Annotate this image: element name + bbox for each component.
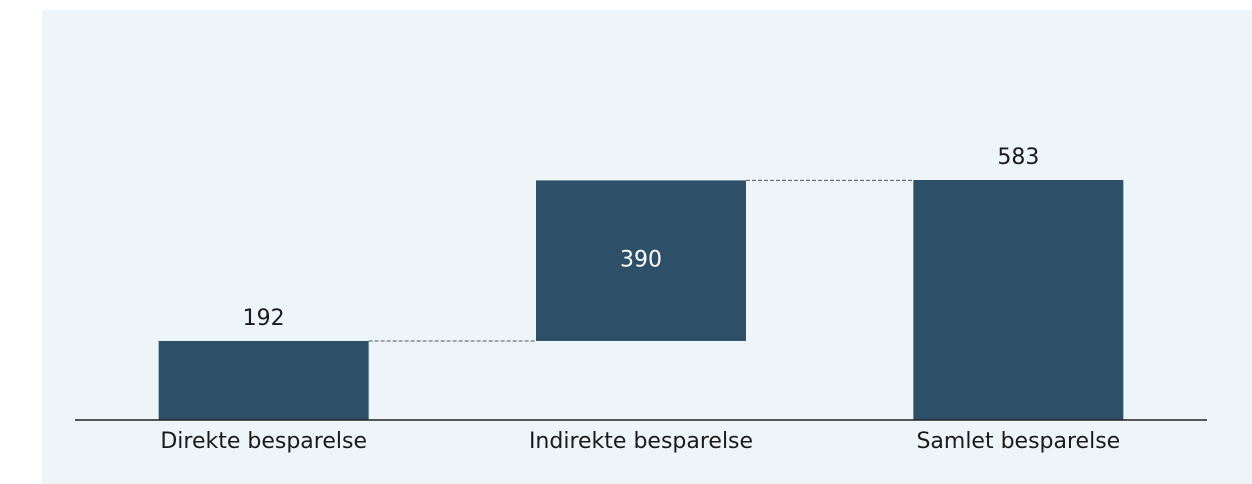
bar (536, 180, 746, 341)
value-label: 390 (620, 248, 662, 273)
bar (158, 340, 369, 420)
x-tick-label: Indirekte besparelse (529, 429, 753, 454)
x-tick-label: Direkte besparelse (160, 429, 367, 454)
x-tick-label: Samlet besparelse (916, 429, 1120, 454)
bar (913, 180, 1124, 420)
value-label: 192 (243, 306, 285, 331)
value-label: 583 (997, 145, 1039, 170)
